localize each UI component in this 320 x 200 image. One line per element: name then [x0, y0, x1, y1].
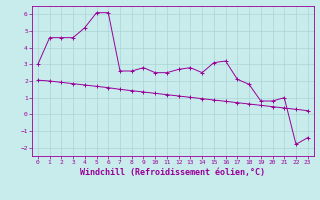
X-axis label: Windchill (Refroidissement éolien,°C): Windchill (Refroidissement éolien,°C)	[80, 168, 265, 177]
